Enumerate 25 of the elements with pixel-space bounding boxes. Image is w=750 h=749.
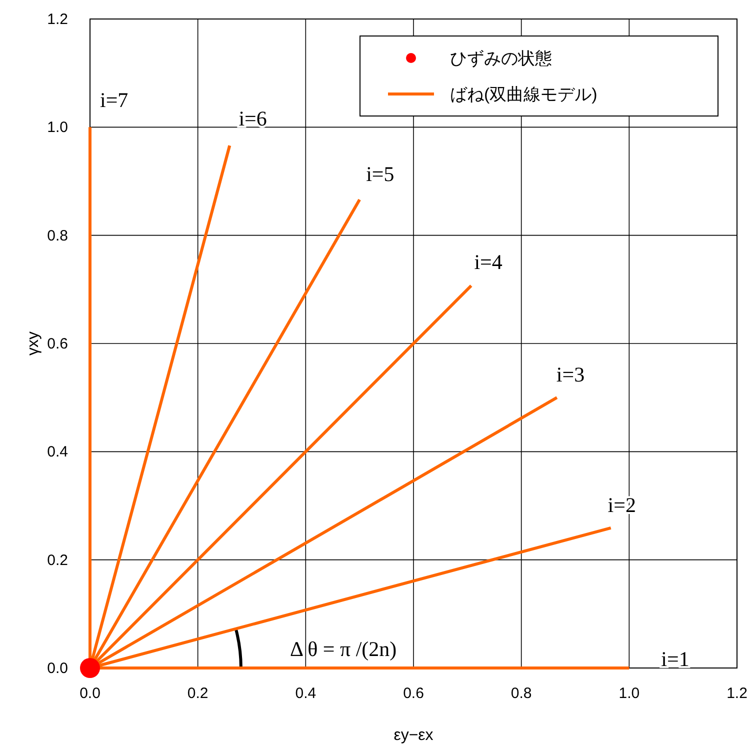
y-tick-label: 0.2	[47, 552, 68, 569]
y-axis-title: γxy	[25, 332, 42, 356]
y-tick-label: 0.6	[47, 336, 68, 352]
y-tick-label: 0.4	[47, 444, 68, 461]
annotation: i=5	[366, 162, 394, 186]
x-tick-label: 0.6	[403, 685, 424, 702]
y-tick-label: 1.2	[47, 11, 68, 28]
annotation: i=6	[238, 106, 267, 131]
x-tick-label: 0.4	[295, 685, 316, 702]
y-tick-label: 1.0	[47, 119, 68, 136]
x-tick-label: 0.2	[187, 685, 208, 702]
x-tick-label: 0.0	[80, 685, 100, 702]
x-tick-label: 1.2	[726, 685, 748, 702]
legend-label: ばね(双曲線モデル)	[450, 85, 598, 104]
y-tick-label: 0.0	[47, 660, 68, 677]
legend-label: ひずみの状態	[450, 49, 552, 68]
annotation: Δ θ = π /(2n)	[290, 637, 397, 661]
y-tick-label: 0.8	[47, 227, 68, 244]
annotation: i=3	[556, 362, 585, 387]
x-axis-title: εy−εx	[394, 727, 434, 744]
x-tick-label: 1.0	[618, 685, 640, 702]
annotation: i=4	[474, 250, 503, 274]
x-tick-label: 0.8	[510, 685, 532, 702]
annotation: i=7	[100, 88, 128, 112]
annotation: i=1	[661, 647, 690, 671]
